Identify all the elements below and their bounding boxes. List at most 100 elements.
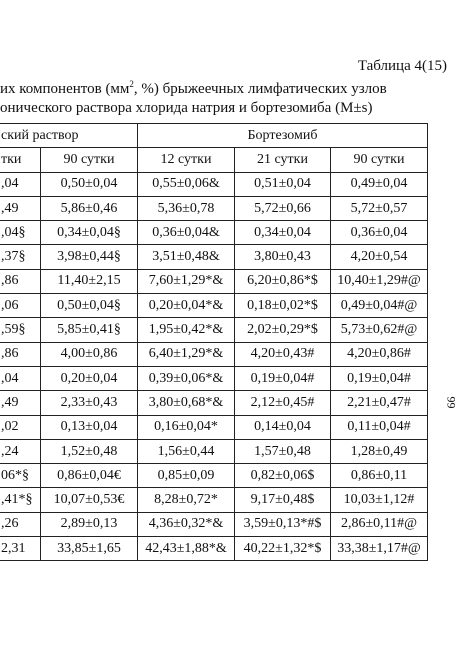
table-cell: ,24 (0, 438, 41, 465)
table-cell: 4,00±0,86 (40, 341, 138, 367)
table-cell: 9,17±0,48$ (234, 487, 331, 513)
table-cell: 6,20±0,86*$ (234, 268, 331, 295)
table-cell: 0,49±0,04#@ (330, 293, 428, 319)
table-cell: 06*§ (0, 463, 41, 489)
table-row: ,06 0,50±0,04§ 0,20±0,04*& 0,18±0,02*$ 0,49±… (0, 293, 428, 319)
table-cell: 0,19±0,04# (234, 365, 331, 392)
table-cell: 3,51±0,48& (137, 244, 235, 270)
table-cell: 0,16±0,04* (137, 414, 235, 440)
table-cell: ,04§ (0, 220, 41, 246)
table-cell: 1,57±0,48 (234, 438, 331, 465)
data-table: ский раствор Бортезомиб тки 90 сутки 12 … (0, 122, 428, 562)
table-cell: 4,36±0,32*& (137, 511, 235, 538)
table-cell: ,06 (0, 293, 41, 319)
table-cell: 5,73±0,62#@ (330, 317, 428, 343)
table-cell: ,86 (0, 341, 41, 367)
day-header: тки (0, 147, 41, 173)
table-cell: 2,33±0,43 (40, 390, 138, 416)
table-cell: 40,22±1,32*$ (234, 536, 331, 562)
table-cell: 0,36±0,04 (330, 220, 428, 246)
table-cell: ,04 (0, 365, 41, 392)
table-cell: 0,50±0,04 (40, 171, 138, 197)
page-number: 99 (444, 396, 459, 409)
table-cell: 33,38±1,17#@ (330, 536, 428, 562)
caption-text-b: , %) брыжеечных лимфатических узлов (133, 81, 387, 97)
table-cell: 0,34±0,04§ (40, 220, 138, 246)
table-cell: 10,03±1,12# (330, 487, 428, 513)
table-cell: 0,82±0,06$ (234, 463, 331, 489)
table-cell: 0,49±0,04 (330, 171, 428, 197)
day-header-row: тки 90 сутки 12 сутки 21 сутки 90 сутки (0, 147, 428, 173)
table-cell: 3,59±0,13*#$ (234, 511, 331, 538)
table-cell: 4,20±0,54 (330, 244, 428, 270)
table-cell: 0,13±0,04 (40, 414, 138, 440)
table-row: ,26 2,89±0,13 4,36±0,32*& 3,59±0,13*#$ 2,86±… (0, 511, 428, 538)
day-header: 21 сутки (234, 147, 331, 173)
table-cell: 1,52±0,48 (40, 438, 138, 465)
table-cell: 0,19±0,04# (330, 365, 428, 392)
table-row: ,86 11,40±2,15 7,60±1,29*& 6,20±0,86*$ 10,40… (0, 268, 428, 295)
table-row: ,24 1,52±0,48 1,56±0,44 1,57±0,48 1,28±0,49 (0, 438, 428, 465)
table-cell: 2,89±0,13 (40, 511, 138, 538)
table-cell: 1,56±0,44 (137, 438, 235, 465)
table-row: ,04 0,50±0,04 0,55±0,06& 0,51±0,04 0,49±0,04 (0, 171, 428, 197)
table-cell: 10,40±1,29#@ (330, 268, 428, 295)
table-cell: ,26 (0, 511, 41, 538)
table-cell: 0,86±0,04€ (40, 463, 138, 489)
table-row: ,86 4,00±0,86 6,40±1,29*& 4,20±0,43# 4,20±0,… (0, 341, 428, 367)
day-header: 12 сутки (137, 147, 235, 173)
table-cell: ,86 (0, 268, 41, 295)
table-cell: 0,51±0,04 (234, 171, 331, 197)
table-row: ,41*§ 10,07±0,53€ 8,28±0,72* 9,17±0,48$ 10,0… (0, 487, 428, 513)
table-cell: 2,02±0,29*$ (234, 317, 331, 343)
table-cell: 11,40±2,15 (40, 268, 138, 295)
table-caption-line-1: их компонентов (мм2, %) брыжеечных лимфа… (0, 79, 387, 98)
table-number: Таблица 4(15) (357, 58, 447, 74)
table-cell: 0,55±0,06& (137, 171, 235, 197)
table-cell: 2,12±0,45# (234, 390, 331, 416)
table-cell: ,37§ (0, 244, 41, 270)
table-cell: 5,72±0,57 (330, 195, 428, 222)
table-cell: ,59§ (0, 317, 41, 343)
table-cell: 0,36±0,04& (137, 220, 235, 246)
table-row: ,02 0,13±0,04 0,16±0,04* 0,14±0,04 0,11±0,04… (0, 414, 428, 440)
table-cell: 3,80±0,43 (234, 244, 331, 270)
group-header-row: ский раствор Бортезомиб (0, 122, 428, 149)
table-cell: 1,28±0,49 (330, 438, 428, 465)
table-cell: 0,86±0,11 (330, 463, 428, 489)
table-cell: 7,60±1,29*& (137, 268, 235, 295)
table-cell: 0,50±0,04§ (40, 293, 138, 319)
table-cell: 42,43±1,88*& (137, 536, 235, 562)
table-cell: 2,86±0,11#@ (330, 511, 428, 538)
table-cell: 33,85±1,65 (40, 536, 138, 562)
caption-superscript: 2 (129, 79, 134, 89)
table-cell: 10,07±0,53€ (40, 487, 138, 513)
table-cell: 3,98±0,44§ (40, 244, 138, 270)
table-cell: ,04 (0, 171, 41, 197)
table-cell: 5,36±0,78 (137, 195, 235, 222)
table-cell: 2,21±0,47# (330, 390, 428, 416)
table-cell: 6,40±1,29*& (137, 341, 235, 367)
table-cell: 0,39±0,06*& (137, 365, 235, 392)
table-row: 2,31 33,85±1,65 42,43±1,88*& 40,22±1,32*$ 33… (0, 536, 428, 562)
table-row: ,04§ 0,34±0,04§ 0,36±0,04& 0,34±0,04 0,36±0,… (0, 220, 428, 246)
table-cell: ,49 (0, 195, 41, 222)
table-cell: 8,28±0,72* (137, 487, 235, 513)
table-cell: 0,34±0,04 (234, 220, 331, 246)
table-row: ,59§ 5,85±0,41§ 1,95±0,42*& 2,02±0,29*$ 5,73… (0, 317, 428, 343)
table-cell: 0,18±0,02*$ (234, 293, 331, 319)
table-cell: 3,80±0,68*& (137, 390, 235, 416)
day-header: 90 сутки (40, 147, 138, 173)
table-cell: 5,85±0,41§ (40, 317, 138, 343)
table-cell: 2,31 (0, 536, 41, 562)
table-cell: 0,20±0,04*& (137, 293, 235, 319)
caption-text-a: их компонентов (мм (0, 81, 130, 97)
table-row: ,04 0,20±0,04 0,39±0,06*& 0,19±0,04# 0,19±0,… (0, 365, 428, 392)
table-cell: 4,20±0,86# (330, 341, 428, 367)
table-cell: 5,86±0,46 (40, 195, 138, 222)
table-cell: 1,95±0,42*& (137, 317, 235, 343)
day-header: 90 сутки (330, 147, 428, 173)
table-cell: 4,20±0,43# (234, 341, 331, 367)
table-cell: ,02 (0, 414, 41, 440)
group-header-bortezomib: Бортезомиб (137, 122, 428, 149)
